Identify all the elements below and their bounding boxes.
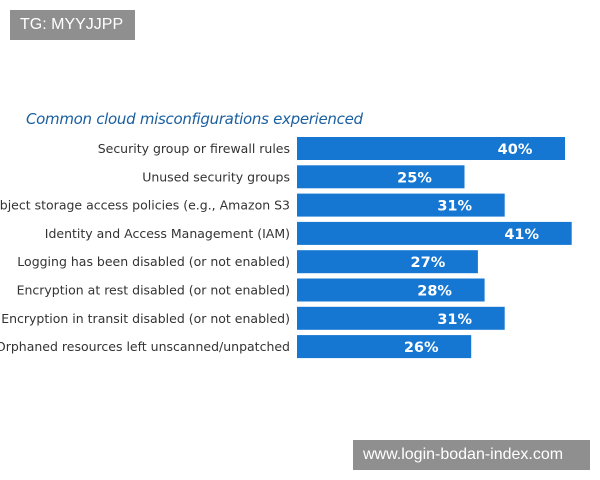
category-label-6: Encryption at rest disabled (or not enab…	[17, 283, 290, 298]
bar-2	[297, 165, 465, 189]
category-label-1: Security group or firewall rules	[98, 141, 290, 156]
bar-8	[297, 335, 472, 359]
bar-6	[297, 278, 485, 302]
category-label-4: Identity and Access Management (IAM)	[45, 226, 290, 241]
watermark-bottom: www.login-bodan-index.com	[353, 440, 590, 470]
value-label-7: 31%	[437, 312, 472, 328]
value-label-5: 27%	[411, 255, 446, 271]
value-label-3: 31%	[437, 199, 472, 215]
watermark-top: TG: MYYJJPP	[10, 10, 135, 40]
bar-7	[297, 306, 505, 330]
bar-5	[297, 250, 478, 274]
value-label-8: 26%	[404, 340, 439, 356]
category-label-3: Object storage access policies (e.g., Am…	[0, 198, 290, 213]
category-label-5: Logging has been disabled (or not enable…	[17, 254, 290, 269]
value-label-6: 28%	[417, 284, 452, 300]
bar-1	[297, 137, 565, 160]
category-label-8: Orphaned resources left unscanned/unpatc…	[0, 339, 290, 354]
category-label-2: Unused security groups	[142, 169, 290, 184]
value-label-1: 40%	[498, 142, 533, 158]
value-label-2: 25%	[397, 170, 432, 186]
category-label-7: Encryption in transit disabled (or not e…	[1, 311, 290, 326]
chart-title: Common cloud misconfigurations experienc…	[26, 110, 363, 128]
bar-4	[297, 221, 572, 245]
bar-3	[297, 193, 505, 217]
value-label-4: 41%	[504, 227, 539, 243]
